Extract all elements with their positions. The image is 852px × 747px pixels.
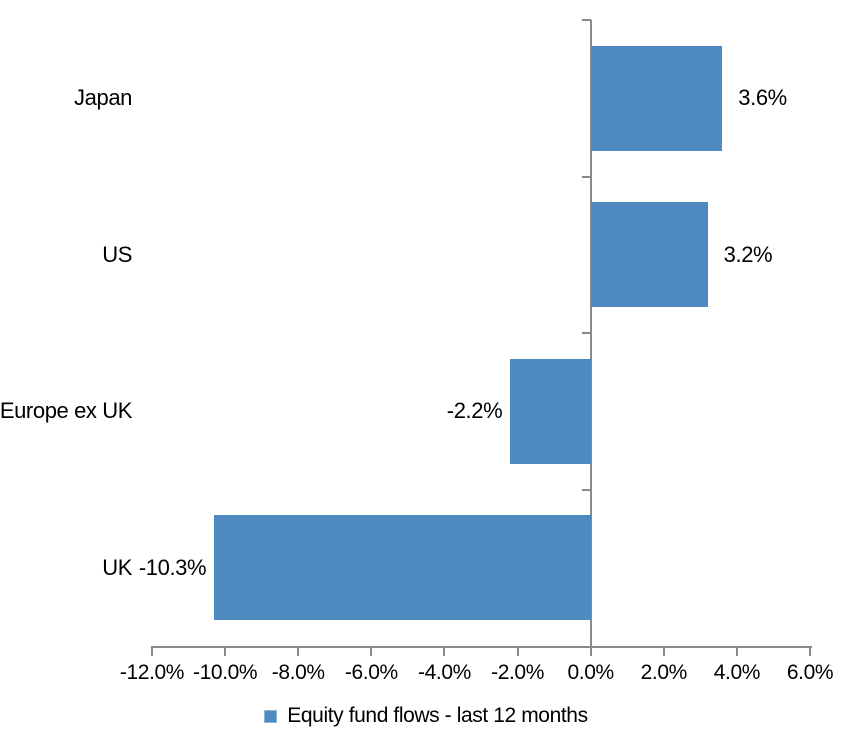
category-label-europe-ex-uk: Europe ex UK [0, 398, 132, 424]
x-axis-tick-label: -12.0% [119, 661, 185, 684]
x-axis-tick [516, 648, 519, 656]
x-axis-tick [443, 648, 446, 656]
bar-us [590, 202, 708, 308]
x-axis-tick-label: 0.0% [567, 661, 615, 684]
x-axis-tick-label: -4.0% [418, 661, 471, 684]
bar-europe-ex-uk [510, 358, 591, 464]
x-axis-tick-label: 2.0% [640, 661, 688, 684]
legend-label: Equity fund flows - last 12 months [287, 704, 588, 727]
x-axis-tick [735, 648, 738, 656]
x-axis-tick [151, 648, 153, 656]
legend: Equity fund flows - last 12 months [0, 704, 852, 728]
data-label-europe-ex-uk: -2.2% [446, 398, 503, 424]
x-axis-tick-label: -2.0% [491, 661, 544, 684]
category-label-japan: Japan [74, 85, 132, 111]
y-axis-tick [581, 175, 591, 178]
x-axis-tick-label: 4.0% [713, 661, 761, 684]
y-axis-tick [581, 488, 591, 491]
x-axis-tick-label: -10.0% [193, 661, 258, 684]
y-axis-tick [581, 19, 591, 21]
x-axis-tick [224, 648, 227, 656]
y-axis-tick [581, 332, 591, 334]
x-axis-tick [297, 648, 300, 656]
x-axis-tick-label: -8.0% [271, 661, 325, 684]
bar-japan [590, 45, 723, 151]
x-axis-tick-label: -6.0% [344, 661, 398, 684]
legend-marker-square [264, 709, 278, 723]
category-label-us: US [102, 241, 132, 267]
data-label-us: 3.2% [723, 241, 773, 267]
x-axis-tick [809, 648, 811, 656]
x-axis-tick [662, 648, 665, 656]
category-label-uk: UK [102, 554, 132, 580]
data-label-japan: 3.6% [738, 85, 787, 111]
bar-uk [214, 515, 591, 621]
x-axis-tick-label: 6.0% [786, 661, 834, 684]
x-axis-tick [370, 648, 373, 656]
x-axis-line [151, 646, 812, 648]
data-label-uk: -10.3% [138, 554, 207, 580]
y-axis-line [589, 20, 592, 648]
x-axis-tick [589, 648, 592, 656]
